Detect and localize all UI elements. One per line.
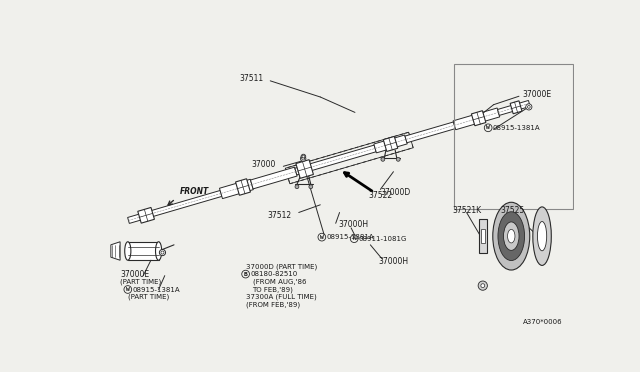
Text: 08915-1381A: 08915-1381A xyxy=(326,234,374,240)
Text: W: W xyxy=(320,235,324,240)
Text: (FROM FEB,'89): (FROM FEB,'89) xyxy=(246,302,300,308)
Text: (PART TIME): (PART TIME) xyxy=(120,279,161,285)
Circle shape xyxy=(309,185,313,189)
Circle shape xyxy=(300,156,306,161)
Polygon shape xyxy=(383,137,398,151)
Circle shape xyxy=(302,155,305,158)
Text: W: W xyxy=(486,125,490,130)
Polygon shape xyxy=(127,190,222,224)
Circle shape xyxy=(161,251,164,254)
Polygon shape xyxy=(510,101,522,114)
Text: 08180-82510: 08180-82510 xyxy=(250,271,298,277)
Circle shape xyxy=(478,281,488,290)
Text: 37522: 37522 xyxy=(368,191,392,200)
Polygon shape xyxy=(138,208,154,223)
Polygon shape xyxy=(236,179,250,195)
Polygon shape xyxy=(220,179,253,199)
Bar xyxy=(479,219,486,253)
Polygon shape xyxy=(250,167,297,189)
Text: A370*0006: A370*0006 xyxy=(524,319,563,325)
Bar xyxy=(481,230,484,243)
Circle shape xyxy=(525,104,532,110)
Ellipse shape xyxy=(493,202,530,270)
Text: 37512: 37512 xyxy=(267,211,291,220)
Text: 37000E: 37000E xyxy=(522,90,551,99)
Ellipse shape xyxy=(508,230,515,243)
Polygon shape xyxy=(296,160,314,178)
Text: N: N xyxy=(352,236,356,241)
Ellipse shape xyxy=(533,207,551,265)
Text: 37000E: 37000E xyxy=(120,270,149,279)
Polygon shape xyxy=(405,122,456,143)
Text: 37000: 37000 xyxy=(252,160,276,169)
Circle shape xyxy=(159,250,166,256)
Text: 37000H: 37000H xyxy=(339,220,369,229)
Text: 37511: 37511 xyxy=(239,74,263,83)
Circle shape xyxy=(396,157,400,161)
Text: 08911-1081G: 08911-1081G xyxy=(359,236,407,242)
Ellipse shape xyxy=(504,222,519,250)
Text: B: B xyxy=(244,272,248,277)
Circle shape xyxy=(527,106,530,108)
Text: 37000D (PART TIME): 37000D (PART TIME) xyxy=(246,263,317,270)
Text: (FROM AUG,'86: (FROM AUG,'86 xyxy=(253,279,306,285)
Text: 37000H: 37000H xyxy=(378,257,408,266)
Circle shape xyxy=(381,157,385,161)
Ellipse shape xyxy=(125,242,131,260)
Circle shape xyxy=(481,284,484,288)
Text: FRONT: FRONT xyxy=(180,187,209,196)
Text: 37525: 37525 xyxy=(500,206,525,215)
Text: 08915-1381A: 08915-1381A xyxy=(132,286,180,292)
Bar xyxy=(454,64,573,209)
Circle shape xyxy=(295,185,299,189)
Polygon shape xyxy=(111,242,120,260)
Text: W: W xyxy=(126,287,130,292)
Text: (PART TIME): (PART TIME) xyxy=(128,294,169,301)
Text: 37521K: 37521K xyxy=(452,206,481,215)
Polygon shape xyxy=(128,242,159,260)
Polygon shape xyxy=(374,135,407,153)
Ellipse shape xyxy=(498,212,525,260)
Circle shape xyxy=(301,154,306,159)
Text: TO FEB,'89): TO FEB,'89) xyxy=(253,286,293,293)
Text: 37300A (FULL TIME): 37300A (FULL TIME) xyxy=(246,294,316,301)
Polygon shape xyxy=(295,145,376,175)
Polygon shape xyxy=(497,100,530,115)
Text: 37000D: 37000D xyxy=(380,188,411,197)
Polygon shape xyxy=(472,111,486,126)
Ellipse shape xyxy=(156,242,162,260)
Ellipse shape xyxy=(538,221,547,251)
Circle shape xyxy=(302,157,305,160)
Text: 08915-1381A: 08915-1381A xyxy=(493,125,540,131)
Polygon shape xyxy=(453,108,500,130)
